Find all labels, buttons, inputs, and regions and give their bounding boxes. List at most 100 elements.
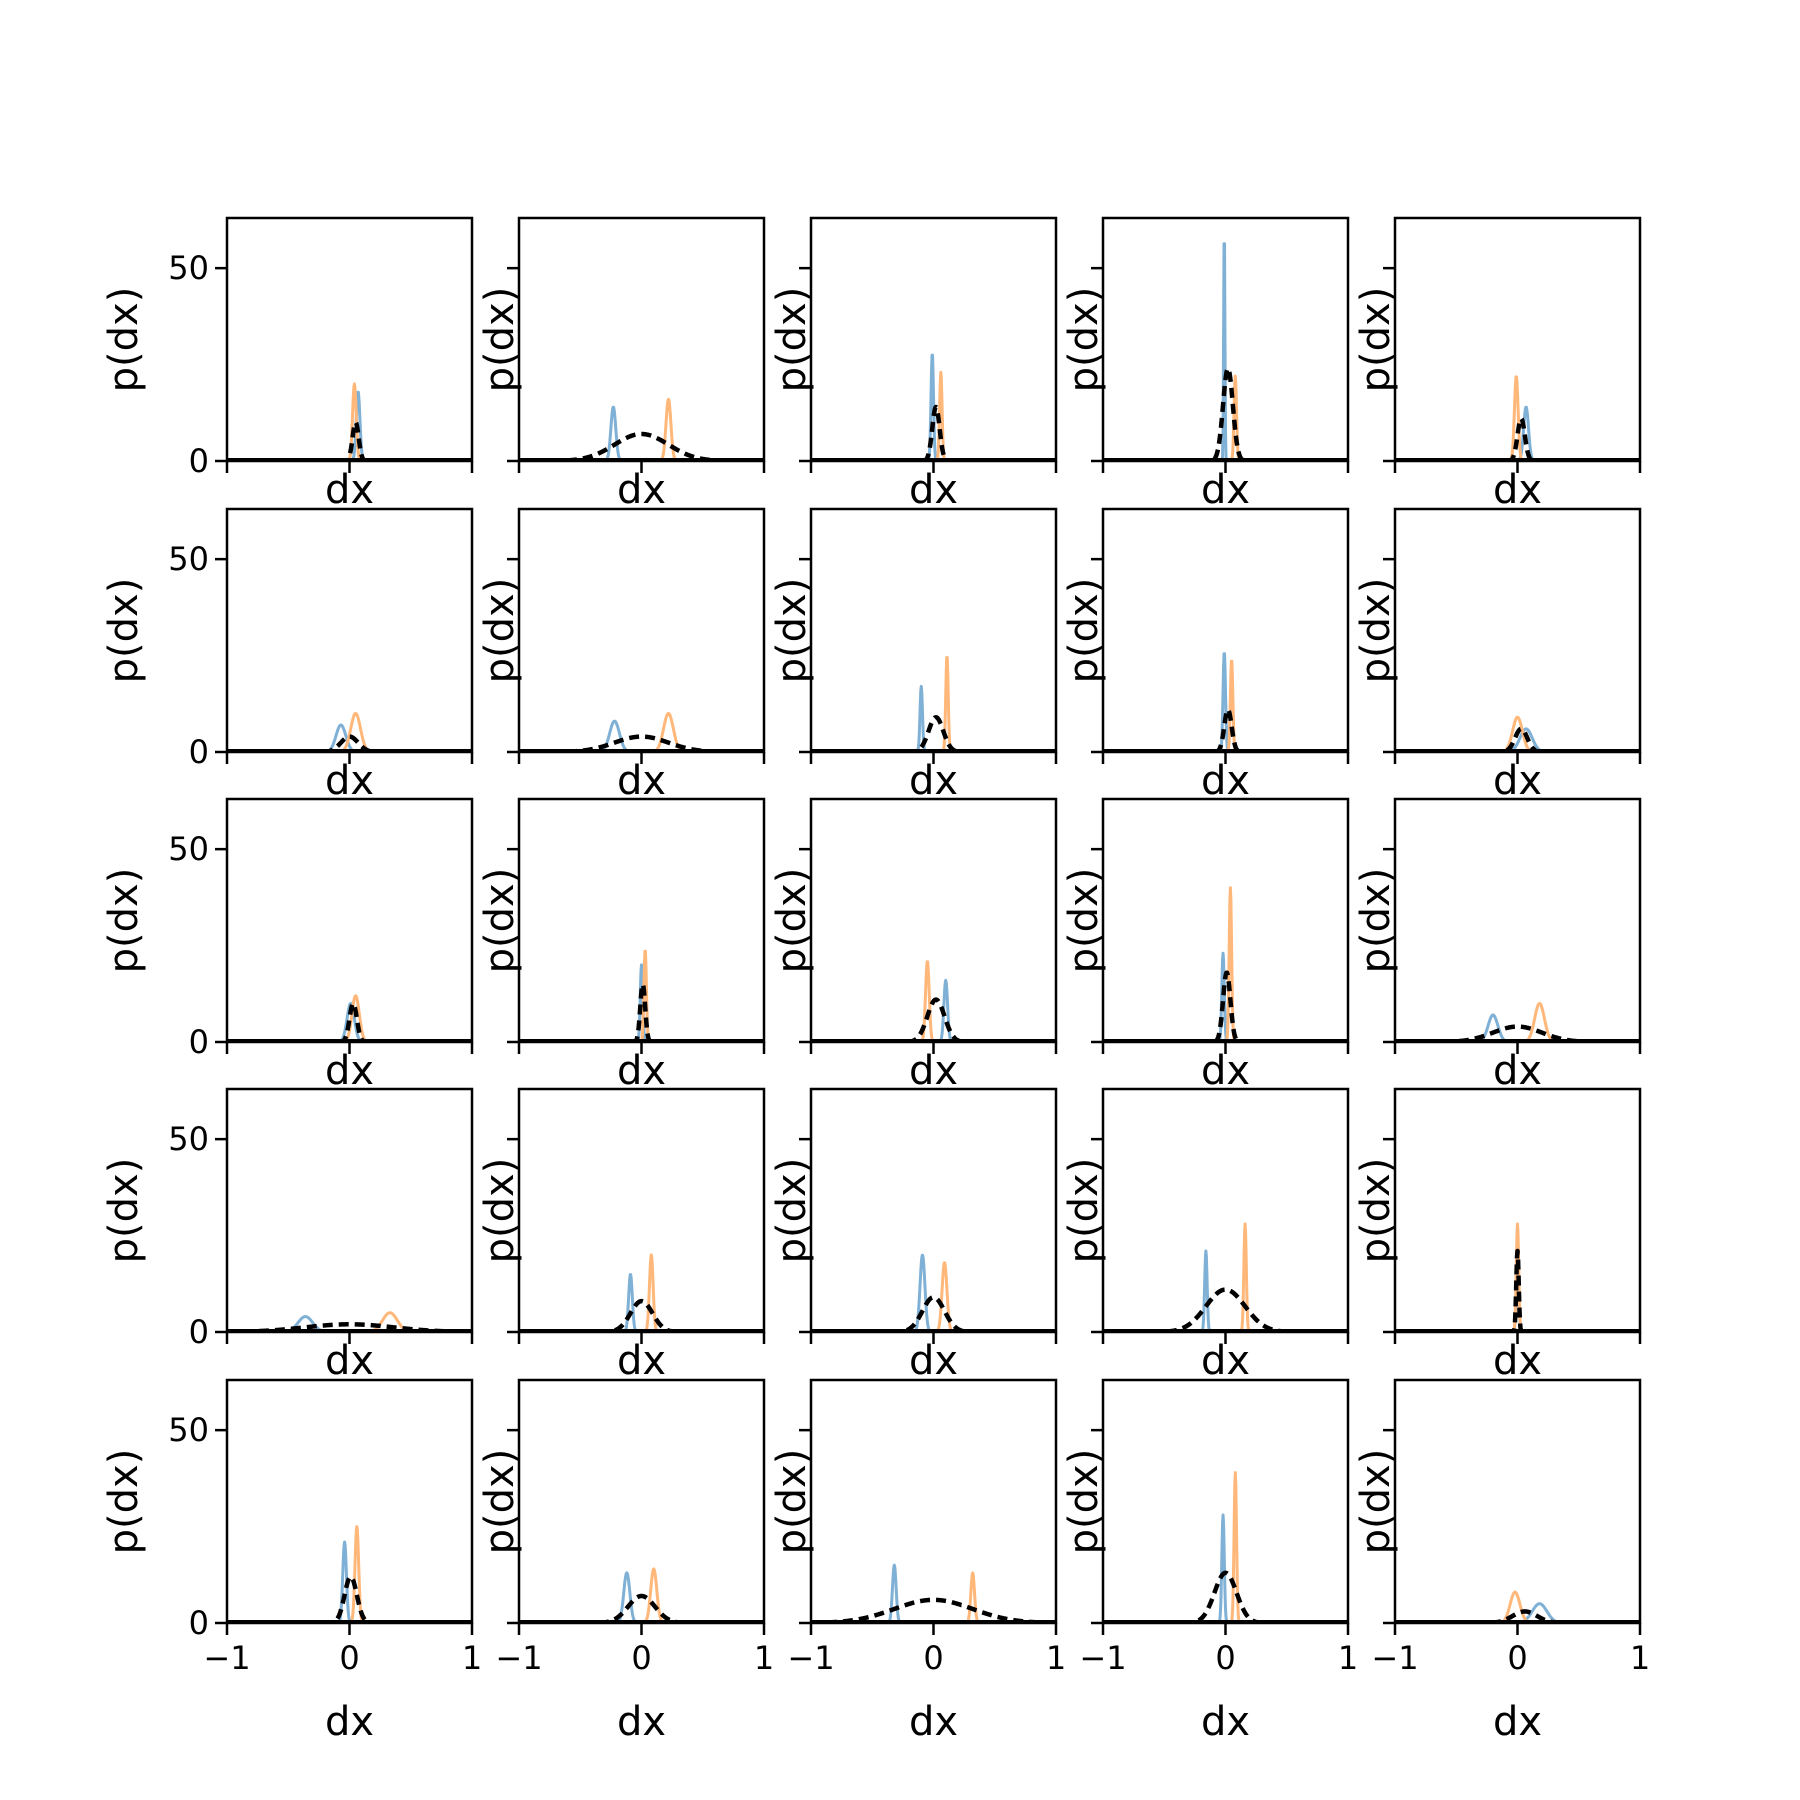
subplot-4-5: dx p(dx) (1353, 1087, 1642, 1384)
y-axis-label: p(dx) (1061, 868, 1107, 974)
x-tick-label: 1 (1630, 1639, 1650, 1677)
subplot-2-2: dx p(dx) (477, 507, 766, 804)
subplot-curves (1103, 242, 1348, 461)
subplot-curves (227, 994, 472, 1042)
subplot-1-5: dx p(dx) (1353, 216, 1642, 513)
x-axis-label: dx (909, 758, 958, 804)
y-axis-label: p(dx) (477, 578, 523, 684)
series-a-line (227, 1002, 472, 1042)
series-c-line (1103, 1570, 1348, 1623)
subplot-4-1: 0 50 dx p(dx) (101, 1087, 474, 1384)
subplot-curves (227, 382, 472, 461)
x-tick-label: −1 (495, 1639, 542, 1677)
x-axis-label: dx (617, 467, 666, 513)
subplot-3-4: dx p(dx) (1061, 797, 1350, 1094)
y-axis-label: p(dx) (101, 287, 147, 393)
x-axis-label: dx (1201, 1048, 1250, 1094)
x-axis-label: dx (617, 1699, 666, 1745)
x-axis-label: dx (909, 1699, 958, 1745)
y-axis-label: p(dx) (477, 287, 523, 393)
series-c-line (519, 1298, 764, 1332)
y-tick-label: 50 (168, 540, 209, 578)
y-axis-label: p(dx) (769, 868, 815, 974)
subplot-2-3: dx p(dx) (769, 507, 1058, 804)
subplot-curves (811, 353, 1056, 461)
subplot-3-3: dx p(dx) (769, 797, 1058, 1094)
x-axis-label: dx (617, 1048, 666, 1094)
subplot-5-3: −1 0 1 dx p(dx) (769, 1378, 1066, 1745)
series-b-line (1395, 1590, 1640, 1623)
subplot-1-4: dx p(dx) (1061, 216, 1350, 513)
subplot-5-2: −1 0 1 dx p(dx) (477, 1378, 774, 1745)
x-axis-label: dx (1493, 1048, 1542, 1094)
x-axis-label: dx (1493, 1699, 1542, 1745)
x-axis-label: dx (325, 1699, 374, 1745)
x-tick-label: −1 (1079, 1639, 1126, 1677)
series-b-line (1395, 375, 1640, 461)
y-axis-label: p(dx) (1353, 1449, 1399, 1555)
subplot-curves (227, 1311, 472, 1332)
y-axis-label: p(dx) (769, 578, 815, 684)
subplot-5-5: −1 0 1 dx p(dx) (1353, 1378, 1650, 1745)
y-tick-label: 0 (189, 733, 209, 771)
subplot-grid: 0 50 dx p(dx) dx p(dx) dx p(dx) dx p(dx) dx p(dx) 0 5… (101, 216, 1650, 1745)
subplot-3-2: dx p(dx) (477, 797, 766, 1094)
series-a-line (1103, 1513, 1348, 1623)
series-a-line (1103, 242, 1348, 461)
y-axis-label: p(dx) (477, 1158, 523, 1264)
x-axis-label: dx (325, 1048, 374, 1094)
y-axis-label: p(dx) (1061, 1449, 1107, 1555)
x-axis-label: dx (1493, 758, 1542, 804)
subplot-curves (1395, 1222, 1640, 1332)
series-b-line (1395, 715, 1640, 752)
series-a-line (519, 963, 764, 1042)
subplot-curves (811, 1253, 1056, 1332)
x-axis-label: dx (617, 758, 666, 804)
y-axis-label: p(dx) (1061, 287, 1107, 393)
y-axis-label: p(dx) (769, 1158, 815, 1264)
series-b-line (227, 711, 472, 752)
y-axis-label: p(dx) (1061, 578, 1107, 684)
y-axis-label: p(dx) (101, 868, 147, 974)
series-c-line (519, 982, 764, 1042)
y-axis-label: p(dx) (1353, 287, 1399, 393)
subplot-3-1: 0 50 dx p(dx) (101, 797, 474, 1094)
y-tick-label: 50 (168, 1120, 209, 1158)
x-axis-label: dx (1201, 758, 1250, 804)
series-c-line (1395, 1248, 1640, 1332)
y-axis-label: p(dx) (769, 287, 815, 393)
subplot-1-3: dx p(dx) (769, 216, 1058, 513)
subplot-3-5: dx p(dx) (1353, 797, 1642, 1094)
subplot-2-1: 0 50 dx p(dx) (101, 507, 474, 804)
subplot-1-1: 0 50 dx p(dx) (101, 216, 474, 513)
x-tick-label: 1 (1338, 1639, 1358, 1677)
y-tick-label: 0 (189, 1023, 209, 1061)
series-a-line (1103, 652, 1348, 752)
x-axis-label: dx (909, 467, 958, 513)
series-a-line (1395, 727, 1640, 752)
x-tick-label: 0 (923, 1639, 943, 1677)
x-tick-label: 1 (1046, 1639, 1066, 1677)
x-axis-label: dx (325, 1338, 374, 1384)
x-axis-label: dx (1201, 1699, 1250, 1745)
x-axis-label: dx (325, 467, 374, 513)
x-tick-label: 1 (462, 1639, 482, 1677)
x-axis-label: dx (617, 1338, 666, 1384)
subplot-curves (1395, 715, 1640, 752)
series-c-line (1395, 726, 1640, 752)
x-axis-label: dx (1201, 1338, 1250, 1384)
x-axis-label: dx (1493, 467, 1542, 513)
subplot-curves (1103, 1471, 1348, 1623)
series-a-line (1103, 951, 1348, 1042)
series-a-line (227, 723, 472, 752)
series-c-line (1103, 366, 1348, 461)
y-axis-label: p(dx) (101, 1158, 147, 1264)
x-axis-label: dx (325, 758, 374, 804)
subplot-curves (811, 655, 1056, 752)
y-axis-label: p(dx) (1353, 578, 1399, 684)
subplot-4-4: dx p(dx) (1061, 1087, 1350, 1384)
y-axis-label: p(dx) (477, 1449, 523, 1555)
subplot-2-4: dx p(dx) (1061, 507, 1350, 804)
series-c-line (811, 997, 1056, 1042)
